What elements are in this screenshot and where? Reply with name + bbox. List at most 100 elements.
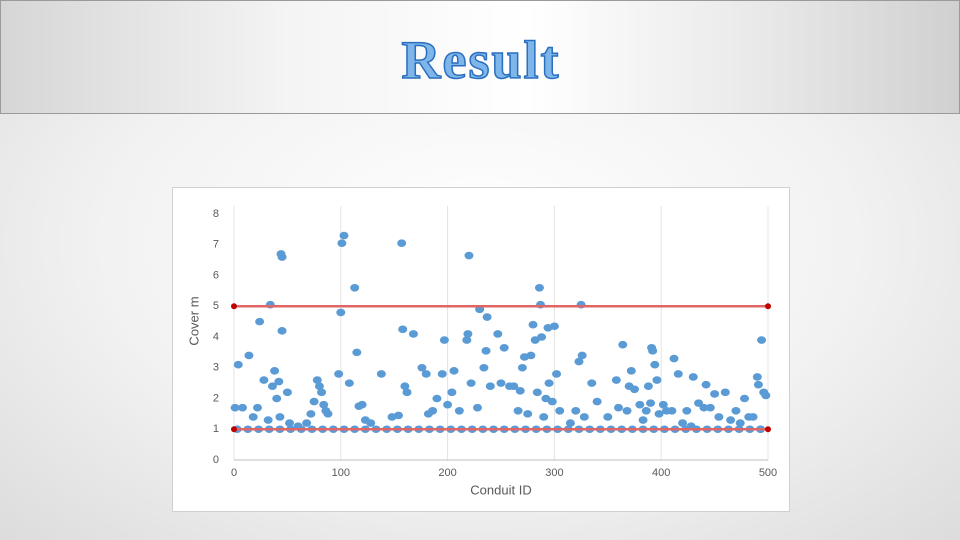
y-tick-label: 2 (213, 392, 219, 404)
scatter-point (464, 251, 474, 260)
scatter-point (630, 385, 639, 394)
y-tick-label: 4 (213, 331, 219, 343)
scatter-point (714, 413, 724, 421)
scatter-point (528, 320, 538, 329)
scatter-point (577, 351, 587, 360)
scatter-point (252, 403, 262, 412)
scatter-point (317, 388, 327, 397)
scatter-point (402, 388, 412, 397)
scatter-point (263, 416, 273, 424)
y-axis-label: Cover m (186, 296, 201, 345)
scatter-point (735, 419, 745, 427)
scatter-point (622, 407, 632, 415)
scatter-point (398, 325, 408, 334)
scatter-point (323, 410, 333, 418)
scatter-point (710, 390, 720, 398)
scatter-point (678, 419, 688, 427)
x-tick-label: 300 (545, 467, 563, 479)
scatter-point (244, 351, 254, 360)
scatter-point (549, 322, 559, 331)
chart: Conduit ID Cover m 0 100 200 300 400 500 0 1 2 3 4… (172, 187, 790, 512)
scatter-point (267, 382, 277, 390)
scatter-point (701, 380, 711, 389)
scatter-point (626, 367, 636, 375)
scatter-point (462, 336, 472, 344)
scatter-point (565, 419, 575, 427)
scatter-point (248, 413, 258, 421)
scatter-point (277, 327, 287, 335)
scatter-point (515, 387, 525, 395)
scatter-point (587, 379, 597, 387)
scatter-point (748, 413, 758, 421)
scatter-point (761, 391, 771, 400)
scatter-point (344, 379, 354, 387)
scatter-point (463, 330, 473, 338)
scatter-point (259, 376, 269, 384)
scatter-point (537, 333, 547, 341)
scatter-point (650, 360, 660, 369)
y-tick-label: 3 (213, 362, 219, 374)
scatter-point (439, 336, 449, 344)
scatter-point (393, 411, 403, 420)
scatter-point (757, 336, 767, 344)
scatter-point (523, 410, 533, 418)
scatter-point (613, 403, 623, 412)
scatter-point (648, 347, 658, 355)
scatter-point (539, 413, 549, 421)
y-tick-label: 5 (213, 300, 219, 312)
scatter-point (658, 400, 668, 409)
scatter-point (277, 253, 287, 261)
scatter-point (432, 394, 442, 403)
scatter-point (400, 382, 410, 390)
scatter-point (334, 370, 344, 378)
scatter-point (270, 367, 280, 375)
scatter-point (285, 419, 295, 427)
scatter-point (421, 370, 431, 378)
scatter-point (574, 357, 584, 366)
scatter-point (509, 382, 519, 390)
scatter-point (654, 410, 664, 418)
scatter-point (306, 410, 316, 418)
scatter-point (230, 403, 240, 412)
scatter-point (547, 397, 557, 406)
scatter-point (603, 413, 613, 421)
y-tick-label: 0 (213, 454, 219, 466)
scatter-point (238, 403, 248, 412)
scatter-point (517, 363, 527, 372)
scatter-point (699, 403, 709, 412)
scatter-point (579, 413, 589, 421)
scatter-point (618, 340, 628, 349)
scatter-point (592, 397, 602, 406)
scatter-point (443, 400, 453, 409)
scatter-point (397, 239, 407, 248)
scatter-point (255, 317, 265, 326)
scatter-point (753, 380, 763, 389)
scatter-point (499, 343, 509, 352)
scatter-point (408, 330, 418, 338)
scatter-point (312, 376, 322, 384)
scatter-point (641, 407, 651, 415)
scatter-point (350, 284, 360, 292)
slide-title: Result (401, 29, 561, 91)
scatter-point (339, 231, 349, 240)
x-tick-label: 400 (652, 467, 670, 479)
line-end-marker (231, 303, 237, 310)
scatter-point (352, 348, 362, 357)
scatter-point (544, 379, 554, 387)
scatter-point (552, 370, 562, 378)
scatter-point (555, 407, 565, 415)
line-end-marker (231, 426, 237, 433)
x-tick-label: 500 (759, 467, 777, 479)
line-end-marker (765, 303, 771, 310)
scatter-point (513, 407, 523, 415)
y-tick-label: 1 (213, 423, 219, 435)
scatter-point (485, 382, 495, 390)
scatter-point (720, 388, 730, 397)
scatter-point (638, 416, 648, 424)
y-tick-label: 6 (213, 269, 219, 281)
scatter-point (482, 313, 492, 321)
scatter-point (571, 407, 581, 415)
scatter-point (532, 388, 542, 397)
header-bar: Result (0, 0, 960, 114)
